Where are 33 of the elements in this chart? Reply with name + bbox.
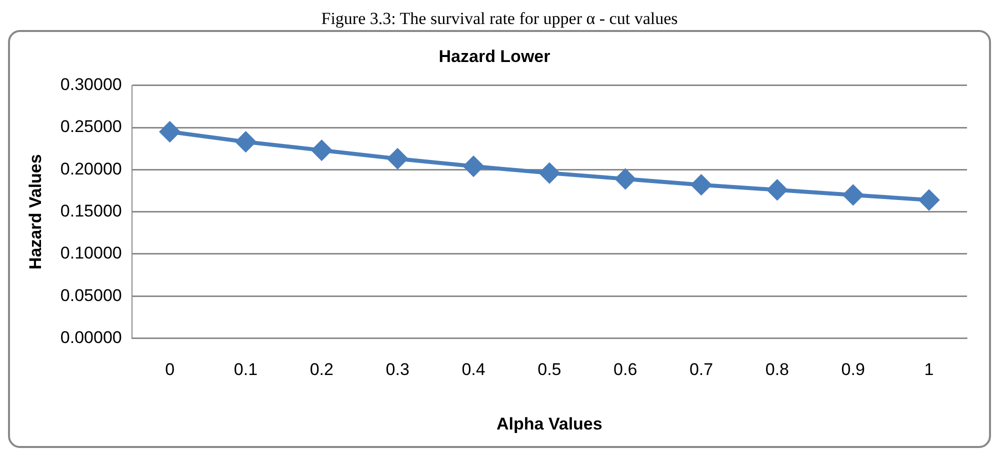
x-tick-label: 0.2 — [310, 360, 334, 380]
point — [691, 174, 712, 195]
point — [160, 122, 180, 142]
x-axis-title: Alpha Values — [496, 414, 602, 434]
point — [919, 190, 940, 210]
x-tick-label: 0.9 — [841, 360, 865, 380]
x-tick-label: 0.8 — [765, 360, 790, 380]
x-tick-label: 0.6 — [614, 360, 638, 380]
y-axis-title: Hazard Values — [26, 154, 45, 270]
x-tick-label: 0.5 — [538, 360, 562, 380]
point — [312, 140, 332, 160]
x-tick-label: 0.7 — [689, 360, 714, 380]
point — [767, 180, 788, 200]
point — [843, 184, 864, 205]
x-tick-label: 0.3 — [386, 360, 410, 380]
x-tick-label: 0 — [165, 360, 175, 380]
y-tick-label: 0.30000 — [60, 75, 122, 94]
y-tick-label: 0.20000 — [60, 159, 122, 178]
x-tick-label: 0.4 — [462, 360, 486, 380]
y-tick-label: 0.05000 — [60, 286, 122, 305]
y-tick-label: 0.00000 — [60, 328, 122, 347]
point — [615, 168, 636, 189]
caption: Figure 3.3: The survival rate for upper α - cut values — [320, 8, 679, 30]
y-tick-label: 0.10000 — [60, 244, 122, 263]
x-tick-label: 1 — [924, 360, 934, 380]
point — [236, 132, 256, 152]
y-tick-label: 0.15000 — [60, 201, 122, 220]
point — [464, 156, 484, 176]
y-tick-label: 0.25000 — [60, 117, 122, 136]
point — [539, 163, 560, 184]
x-tick-label: 0.1 — [234, 360, 258, 380]
point — [388, 148, 408, 169]
chart-title: Hazard Lower — [438, 46, 551, 66]
